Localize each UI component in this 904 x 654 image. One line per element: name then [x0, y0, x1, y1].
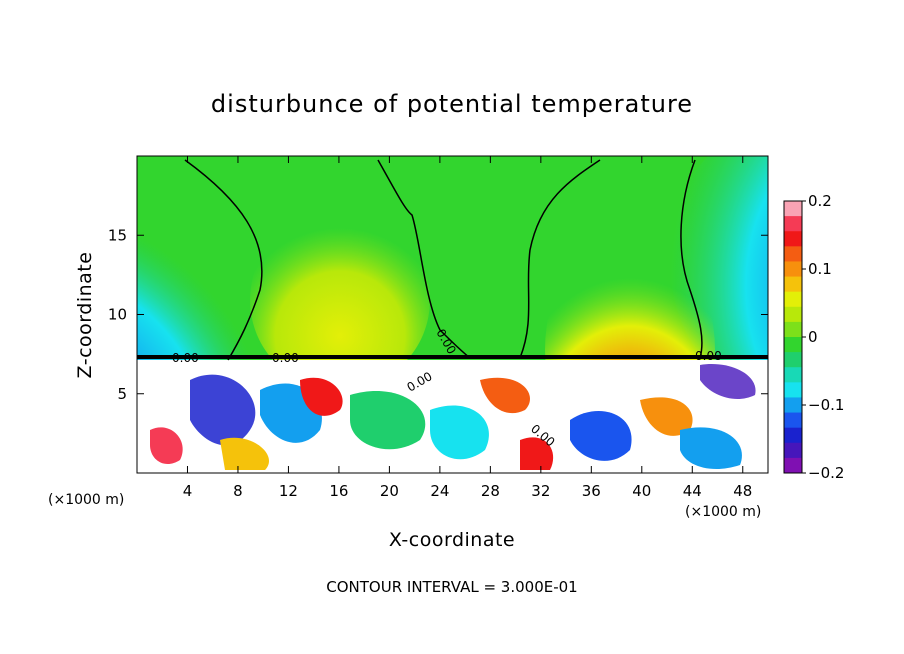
x-axis: 4 8 12 16 20 24 28 32 36 40 44 48 — [183, 156, 752, 500]
x-tick-label: 32 — [531, 482, 550, 500]
y-tick-label: 5 — [117, 385, 127, 403]
x-tick-label: 44 — [683, 482, 702, 500]
colorbar-swatch — [784, 306, 802, 323]
colorbar-tick-label: 0.2 — [808, 192, 832, 210]
colorbar-swatch — [784, 457, 802, 474]
colorbar-tick-label: 0.1 — [808, 260, 832, 278]
colorbar-swatch — [784, 246, 802, 262]
colorbar-swatch — [784, 321, 802, 338]
colorbar-swatch — [784, 231, 802, 247]
colorbar-swatch — [784, 382, 802, 398]
colorbar-swatch — [784, 412, 802, 429]
colorbar-swatch — [784, 397, 802, 414]
colorbar-tick-label: −0.1 — [808, 396, 844, 414]
x-tick-label: 20 — [380, 482, 399, 500]
colorbar-swatch — [784, 216, 802, 232]
contour-interval-label: CONTOUR INTERVAL = 3.000E-01 — [326, 578, 577, 596]
colorbar-swatch — [784, 442, 802, 459]
zero-contours — [184, 159, 703, 361]
x-tick-label: 12 — [279, 482, 298, 500]
x-tick-label: 4 — [183, 482, 193, 500]
layer-boundary — [137, 355, 768, 359]
x-unit-label-right: (×1000 m) — [685, 504, 761, 520]
field-left-warm-anomaly — [250, 210, 430, 390]
y-axis-title: Z-coordinate — [74, 252, 96, 379]
colorbar: 0.2 0.1 0 −0.1 −0.2 — [783, 192, 844, 482]
contour-label: 0.00 — [695, 349, 722, 363]
contour-label: 0.00 — [272, 351, 299, 365]
y-axis: 5 10 15 — [108, 226, 768, 403]
x-tick-label: 16 — [329, 482, 348, 500]
colorbar-swatch — [784, 352, 802, 368]
x-tick-label: 36 — [582, 482, 601, 500]
contour-label: 0.00 — [172, 351, 199, 365]
colorbar-tick-label: 0 — [808, 328, 818, 346]
colorbar-swatch — [784, 291, 802, 308]
x-tick-label: 48 — [733, 482, 752, 500]
colorbar-swatch — [784, 276, 802, 293]
plot-area — [137, 156, 768, 473]
colorbar-swatch — [784, 337, 802, 353]
y-tick-label: 10 — [108, 306, 127, 324]
colorbar-tick-label: −0.2 — [808, 464, 844, 482]
colorbar-swatch — [784, 427, 802, 444]
x-unit-label-left: (×1000 m) — [48, 492, 124, 508]
x-tick-label: 40 — [632, 482, 651, 500]
y-tick-label: 15 — [108, 226, 127, 244]
x-axis-title: X-coordinate — [389, 529, 515, 551]
colorbar-swatch — [784, 201, 802, 217]
colorbar-swatch — [784, 261, 802, 278]
colorbar-swatch — [784, 367, 802, 383]
chart-title: disturbunce of potential temperature — [211, 90, 693, 118]
x-tick-label: 28 — [481, 482, 500, 500]
x-tick-label: 8 — [233, 482, 243, 500]
x-tick-label: 24 — [430, 482, 449, 500]
field-lower-patches — [150, 364, 756, 470]
